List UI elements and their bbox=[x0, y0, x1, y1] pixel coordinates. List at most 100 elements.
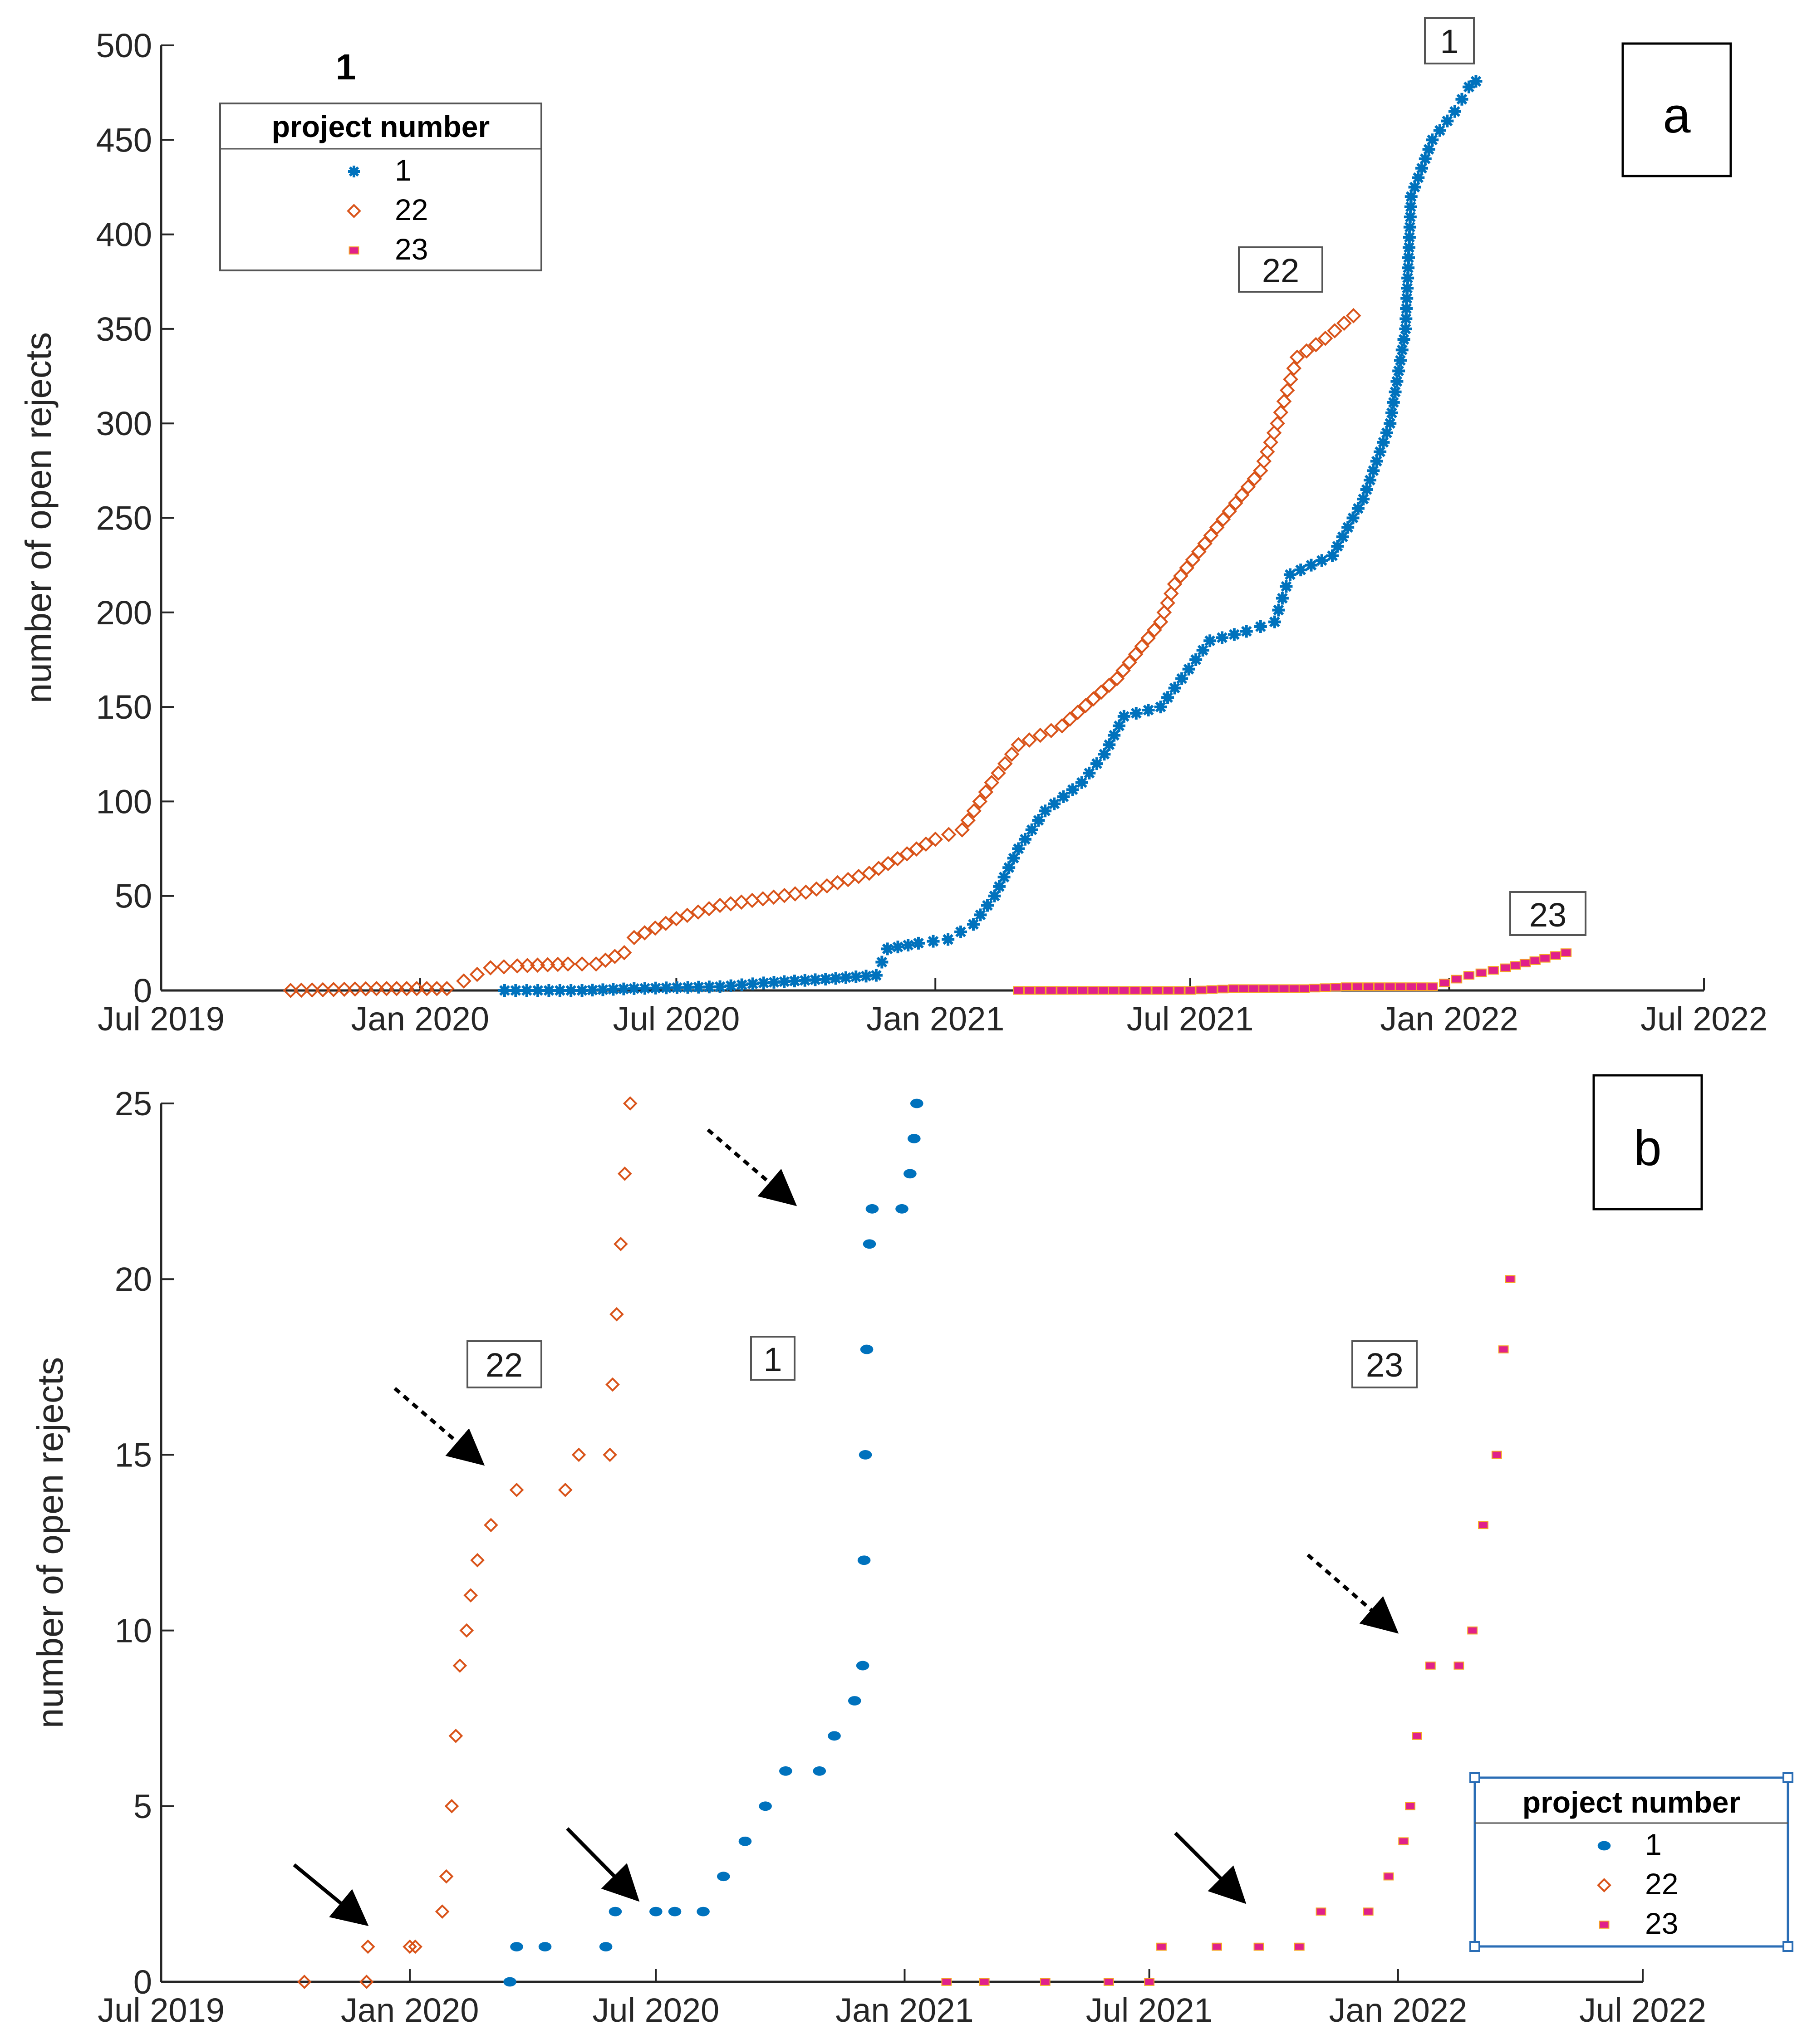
a-point-series-22 bbox=[1160, 595, 1175, 611]
a-point-series-22 bbox=[1134, 638, 1150, 654]
panel-a-legend: project number 1 22 23 bbox=[219, 103, 542, 271]
a-point-series-22 bbox=[908, 841, 924, 857]
a-point-series-1 bbox=[498, 984, 511, 997]
a-point-series-1 bbox=[596, 983, 609, 996]
a-point-series-23 bbox=[1268, 984, 1280, 993]
b-point-series-22 bbox=[623, 1096, 638, 1111]
a-point-series-23 bbox=[1162, 986, 1174, 995]
a-point-series-22 bbox=[560, 956, 576, 972]
a-y-tick-label: 350 bbox=[96, 310, 152, 348]
panel-a-legend-title: project number bbox=[272, 110, 490, 143]
a-x-tick-label: Jan 2021 bbox=[866, 1000, 1005, 1038]
a-point-series-1 bbox=[1083, 766, 1096, 779]
panel-b-legend-label-1: 1 bbox=[1645, 1828, 1662, 1861]
b-y-tick-label: 20 bbox=[115, 1260, 152, 1298]
a-point-series-22 bbox=[1279, 382, 1295, 398]
a-point-series-1 bbox=[1380, 426, 1393, 440]
a-point-series-1 bbox=[1254, 620, 1267, 633]
a-point-series-1 bbox=[1057, 790, 1070, 803]
a-point-series-1 bbox=[902, 939, 915, 952]
panel-b-legend-label-22: 22 bbox=[1645, 1867, 1678, 1901]
b-point-series-23 bbox=[1103, 1978, 1114, 1986]
a-point-series-23 bbox=[1258, 984, 1270, 993]
a-point-series-22 bbox=[861, 865, 877, 881]
panel-b-axes bbox=[160, 1103, 1643, 1983]
a-point-series-1 bbox=[1448, 105, 1461, 118]
a-point-series-22 bbox=[1276, 393, 1292, 409]
a-point-series-22 bbox=[679, 907, 695, 923]
b-point-series-22 bbox=[439, 1869, 454, 1884]
a-point-series-23 bbox=[1451, 975, 1463, 984]
a-point-series-1 bbox=[1090, 757, 1103, 770]
panel-b-legend-handle[interactable] bbox=[1469, 1772, 1480, 1783]
a-point-series-23 bbox=[1320, 983, 1331, 992]
panel-b-legend-title: project number bbox=[1522, 1785, 1740, 1819]
panel-b-legend-handle[interactable] bbox=[1782, 1941, 1793, 1952]
b-point-series-23 bbox=[1491, 1451, 1502, 1459]
b-point-series-1 bbox=[860, 1344, 874, 1354]
a-point-series-1 bbox=[724, 979, 737, 992]
b-point-series-22 bbox=[297, 1975, 312, 1989]
a-point-series-1 bbox=[1469, 75, 1483, 88]
a-point-series-22 bbox=[1263, 435, 1278, 450]
panel-b-legend-handle[interactable] bbox=[1782, 1772, 1793, 1783]
b-y-tick-label: 15 bbox=[115, 1436, 152, 1474]
a-point-series-1 bbox=[1331, 539, 1344, 553]
a-point-series-1 bbox=[1404, 190, 1418, 203]
a-point-series-22 bbox=[283, 983, 299, 998]
a-point-series-22 bbox=[1093, 684, 1109, 700]
a-point-series-22 bbox=[1185, 552, 1201, 568]
b-point-series-22 bbox=[558, 1483, 573, 1497]
panel-a-annotation-22-text: 22 bbox=[1262, 252, 1299, 289]
a-point-series-1 bbox=[660, 981, 673, 995]
a-point-series-23 bbox=[1108, 986, 1120, 995]
b-point-series-1 bbox=[510, 1942, 523, 1951]
b-point-series-1 bbox=[503, 1977, 516, 1987]
b-point-series-23 bbox=[1453, 1662, 1464, 1670]
a-point-series-22 bbox=[574, 956, 590, 972]
b-point-series-1 bbox=[904, 1169, 917, 1179]
a-point-series-1 bbox=[1075, 776, 1088, 789]
panel-a-legend-marker-22 bbox=[347, 204, 361, 218]
panel-a-legend-marker-23 bbox=[349, 246, 359, 255]
a-point-series-22 bbox=[1101, 677, 1117, 693]
panel-b-legend-handle[interactable] bbox=[1469, 1941, 1480, 1952]
a-point-series-22 bbox=[1070, 705, 1085, 720]
a-point-series-22 bbox=[483, 960, 498, 975]
a-point-series-22 bbox=[1345, 308, 1361, 324]
a-point-series-22 bbox=[954, 822, 970, 838]
a-point-series-1 bbox=[1397, 333, 1410, 346]
a-point-series-22 bbox=[1270, 416, 1285, 431]
panel-b-points bbox=[297, 1096, 1516, 1989]
panel-b-letter-box bbox=[1592, 1074, 1703, 1211]
a-point-series-22 bbox=[899, 846, 915, 862]
a-point-series-23 bbox=[1195, 985, 1207, 995]
a-point-series-1 bbox=[1048, 797, 1061, 810]
panel-b-legend: project number 1 22 23 bbox=[1469, 1772, 1793, 1952]
a-point-series-22 bbox=[540, 957, 555, 973]
a-point-series-23 bbox=[1330, 983, 1341, 992]
panel-a-annotation-23-text: 23 bbox=[1529, 896, 1566, 934]
a-point-series-1 bbox=[1403, 231, 1416, 244]
a-point-series-1 bbox=[1374, 445, 1387, 458]
panel-a-legend-label-23: 23 bbox=[395, 232, 428, 266]
b-point-series-23 bbox=[1425, 1662, 1436, 1670]
panel-b-annotation-1: 1 bbox=[750, 1336, 795, 1381]
a-point-series-1 bbox=[638, 982, 651, 995]
a-point-series-1 bbox=[1066, 783, 1079, 796]
top-left-label: 1 bbox=[336, 47, 356, 87]
a-point-series-22 bbox=[1197, 536, 1213, 551]
panel-b-legend-label-23: 23 bbox=[1645, 1907, 1678, 1940]
a-point-series-22 bbox=[1247, 471, 1262, 487]
b-x-tick-label: Jan 2022 bbox=[1329, 1991, 1468, 2029]
a-point-series-22 bbox=[918, 836, 934, 852]
a-point-series-1 bbox=[1326, 549, 1339, 562]
b-point-series-23 bbox=[1316, 1907, 1326, 1916]
a-point-series-22 bbox=[1062, 711, 1078, 727]
solid-arrow-23 bbox=[1174, 1832, 1247, 1904]
a-point-series-22 bbox=[358, 981, 373, 997]
panel-b-annotation-23-text: 23 bbox=[1366, 1346, 1403, 1384]
a-point-series-1 bbox=[912, 936, 925, 950]
a-point-series-22 bbox=[941, 827, 957, 843]
a-point-series-1 bbox=[859, 970, 873, 983]
